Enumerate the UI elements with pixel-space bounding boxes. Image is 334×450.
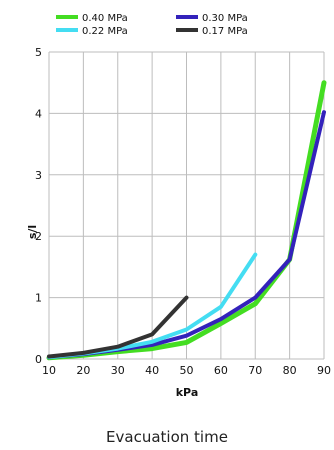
y-axis-label: s/l xyxy=(26,225,39,239)
chart-grid xyxy=(48,51,325,360)
x-axis-label: kPa xyxy=(176,386,199,399)
x-tick-label: 10 xyxy=(42,364,56,377)
x-tick-label: 30 xyxy=(111,364,125,377)
chart-caption: Evacuation time xyxy=(106,428,228,446)
chart-series xyxy=(46,80,327,361)
x-tick-label: 70 xyxy=(248,364,262,377)
chart-legend: 0.40 MPa 0.30 MPa 0.22 MPa 0.17 MPa xyxy=(56,13,248,37)
x-tick-label: 60 xyxy=(214,364,228,377)
x-tick-label: 40 xyxy=(145,364,159,377)
y-tick-label: 0 xyxy=(35,353,42,366)
y-tick-label: 5 xyxy=(35,46,42,59)
y-tick-label: 3 xyxy=(35,169,42,182)
x-tick-label: 90 xyxy=(317,364,331,377)
y-tick-label: 4 xyxy=(35,107,42,120)
legend-label: 0.30 MPa xyxy=(202,13,248,24)
chart-ticks: 10 20 30 40 50 60 70 80 90 0 1 2 3 4 5 xyxy=(35,46,331,377)
series-line-0-17-mpa xyxy=(47,295,189,359)
x-tick-label: 20 xyxy=(76,364,90,377)
x-tick-label: 50 xyxy=(180,364,194,377)
y-tick-label: 2 xyxy=(35,230,42,243)
legend-label: 0.40 MPa xyxy=(82,13,128,24)
legend-label: 0.17 MPa xyxy=(202,26,248,37)
x-tick-label: 80 xyxy=(283,364,297,377)
y-tick-label: 1 xyxy=(35,292,42,305)
legend-label: 0.22 MPa xyxy=(82,26,128,37)
